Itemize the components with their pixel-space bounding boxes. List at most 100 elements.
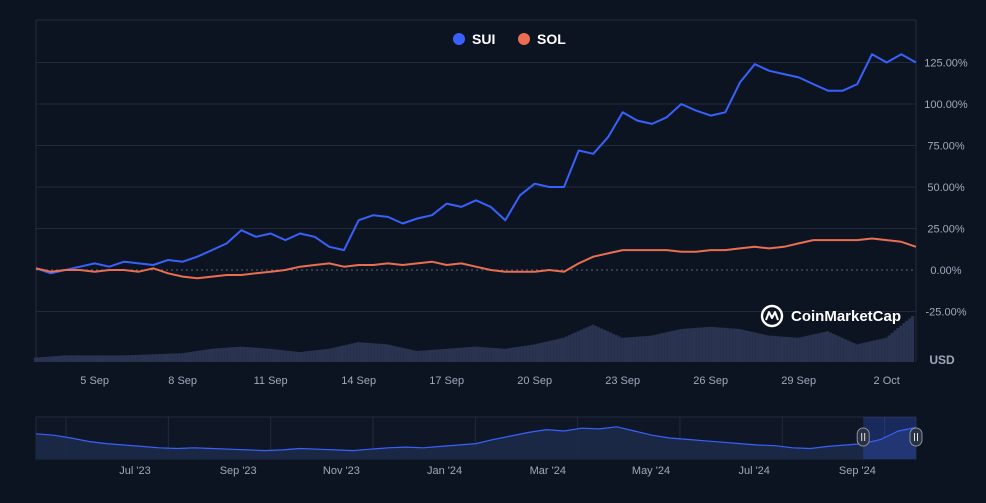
volume-bar	[174, 353, 178, 362]
volume-bar	[723, 327, 727, 362]
volume-bar	[236, 346, 240, 362]
volume-bar	[776, 336, 780, 362]
navigator-handle-left[interactable]	[856, 427, 870, 447]
navigator-handle-right[interactable]	[909, 427, 923, 447]
volume-bar	[740, 329, 744, 362]
volume-bar	[746, 330, 750, 362]
volume-bar	[418, 350, 422, 362]
volume-bar	[758, 333, 762, 362]
volume-bar	[283, 350, 287, 362]
volume-bar	[42, 356, 46, 362]
volume-bar	[403, 348, 407, 362]
volume-bar	[641, 336, 645, 362]
volume-bar	[579, 329, 583, 362]
volume-bar	[251, 347, 255, 362]
volume-bar	[852, 343, 856, 362]
volume-bar	[330, 348, 334, 362]
volume-bar	[383, 344, 387, 362]
volume-bar	[711, 327, 715, 362]
volume-bar	[738, 329, 741, 362]
volume-bar	[315, 350, 319, 362]
volume-bar	[732, 328, 736, 362]
volume-bar	[523, 345, 527, 362]
volume-bar	[377, 343, 381, 362]
volume-bar	[259, 348, 263, 362]
volume-bar	[391, 345, 395, 362]
volume-bar	[324, 349, 328, 362]
volume-bar	[743, 330, 747, 362]
volume-bar	[160, 353, 164, 362]
x-tick-label: 14 Sep	[341, 375, 376, 387]
volume-bar	[899, 325, 903, 362]
volume-bar	[116, 355, 120, 362]
volume-bar	[884, 337, 888, 362]
grid-lines	[35, 19, 917, 362]
volume-bar	[198, 350, 202, 362]
volume-bar	[796, 337, 800, 362]
volume-bar	[336, 346, 340, 362]
volume-bar	[333, 347, 337, 362]
volume-bar	[858, 343, 862, 362]
volume-bar	[34, 357, 37, 362]
volume-bar	[371, 343, 375, 362]
y-tick-label: 125.00%	[924, 58, 968, 70]
volume-bar	[861, 343, 865, 362]
volume-bar	[412, 350, 416, 362]
navigator-x-tick-label: Jan '24	[427, 465, 462, 477]
volume-bar	[567, 335, 571, 362]
volume-bar	[594, 325, 598, 362]
volume-bar	[171, 353, 175, 362]
volume-bar	[342, 345, 345, 362]
series-line-sui	[35, 53, 917, 275]
y-tick-label: -25.00%	[926, 307, 967, 319]
volume-bar	[151, 354, 155, 362]
volume-bar	[823, 331, 827, 362]
legend-item-sui[interactable]: SUI	[453, 31, 495, 47]
volume-bar	[905, 320, 909, 362]
legend: SUI SOL	[453, 31, 566, 47]
volume-bar	[717, 327, 721, 362]
volume-bar	[409, 349, 413, 362]
volume-bar	[632, 336, 636, 362]
volume-bar	[562, 337, 565, 362]
x-axis-ticks: 5 Sep 8 Sep 11 Sep 14 Sep 17 Sep 20 Sep 23 Sep…	[80, 375, 900, 387]
volume-bar	[78, 355, 81, 362]
volume-bar	[875, 339, 879, 362]
volume-bar	[218, 348, 222, 362]
volume-bar	[620, 337, 624, 362]
volume-bar	[101, 355, 105, 362]
volume-bar	[509, 347, 513, 362]
navigator-x-tick-label: Nov '23	[323, 465, 360, 477]
volume-bar	[344, 344, 348, 362]
volume-bar	[427, 350, 431, 362]
volume-bar	[318, 349, 322, 362]
range-navigator[interactable]: Jul '23 Sep '23 Nov '23 Jan '24 Mar '24 May '…	[35, 416, 923, 477]
volume-bar	[500, 348, 504, 362]
volume-bar	[362, 342, 366, 362]
volume-bar	[447, 348, 451, 362]
volume-bar	[650, 335, 653, 362]
volume-bar	[130, 355, 134, 362]
volume-bar	[790, 337, 794, 362]
legend-item-sol[interactable]: SOL	[518, 31, 566, 47]
volume-bar	[652, 334, 656, 362]
navigator-selection[interactable]	[863, 417, 916, 459]
volume-bar	[210, 348, 213, 362]
volume-bar	[60, 355, 64, 362]
y-tick-label: 0.00%	[930, 265, 961, 277]
volume-bar	[86, 355, 90, 362]
volume-bar	[89, 355, 93, 362]
volume-bar	[145, 354, 149, 362]
volume-bar	[166, 353, 169, 362]
volume-bar	[600, 328, 604, 362]
volume-bar	[805, 335, 809, 362]
volume-bar	[658, 333, 662, 362]
currency-label: USD	[929, 353, 955, 367]
volume-bar	[793, 337, 797, 362]
volume-bar	[799, 337, 803, 362]
volume-bar	[107, 355, 111, 362]
volume-bar	[450, 348, 454, 362]
volume-bar	[808, 335, 812, 362]
volume-bar	[444, 348, 448, 362]
volume-bar	[714, 327, 718, 362]
